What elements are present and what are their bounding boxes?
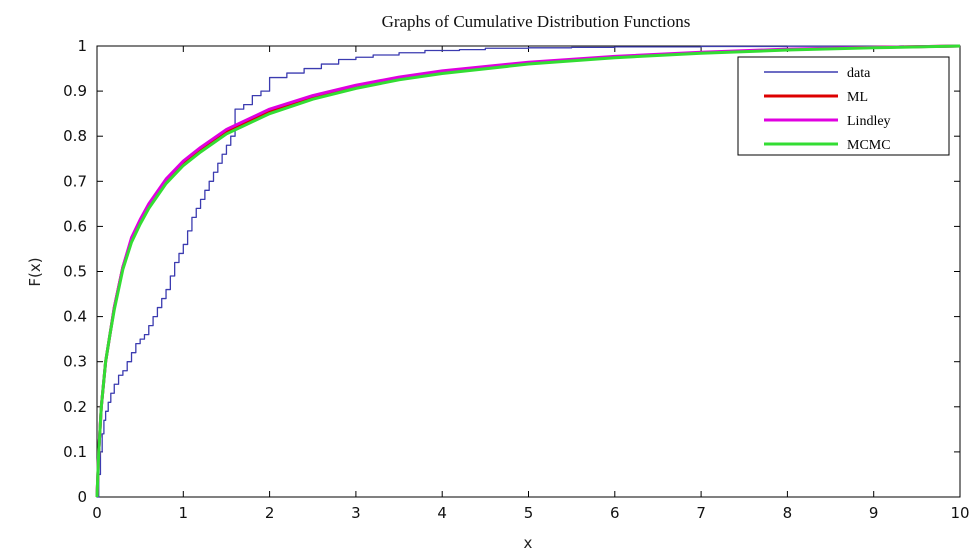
chart-title: Graphs of Cumulative Distribution Functi… bbox=[382, 12, 691, 31]
y-tick-label: 0.7 bbox=[63, 172, 87, 190]
x-tick-label: 8 bbox=[783, 504, 793, 522]
x-tick-label: 10 bbox=[950, 504, 969, 522]
x-tick-label: 5 bbox=[524, 504, 534, 522]
axis-ticks: 0 1 2 3 4 5 6 7 8 9 10 0 0.1 0.2 0.3 0.4 0.5 0.6 0.7 0.8 0.9… bbox=[63, 37, 969, 522]
series-lines bbox=[95, 44, 961, 498]
y-tick-label: 0.5 bbox=[63, 263, 87, 281]
x-tick-label: 9 bbox=[869, 504, 879, 522]
y-tick-label: 0.1 bbox=[63, 443, 87, 461]
legend-label-mcmc: MCMC bbox=[847, 138, 891, 153]
x-axis-label: x bbox=[524, 534, 533, 550]
legend: data ML Lindley MCMC bbox=[737, 56, 950, 156]
x-tick-label: 7 bbox=[696, 504, 706, 522]
x-tick-label: 0 bbox=[92, 504, 102, 522]
series-data-line bbox=[97, 45, 904, 498]
y-tick-label: 0.2 bbox=[63, 398, 87, 416]
x-tick-label: 3 bbox=[351, 504, 361, 522]
x-tick-label: 6 bbox=[610, 504, 620, 522]
y-tick-label: 0.9 bbox=[63, 82, 87, 100]
series-mcmc-line bbox=[95, 44, 961, 498]
y-tick-label: 1 bbox=[77, 37, 87, 55]
y-tick-label: 0.8 bbox=[63, 127, 87, 145]
legend-label-ml: ML bbox=[847, 90, 868, 105]
y-tick-label: 0.3 bbox=[63, 353, 87, 371]
y-tick-label: 0.6 bbox=[63, 217, 87, 235]
y-axis-label: F(x) bbox=[26, 257, 44, 286]
legend-label-lindley: Lindley bbox=[847, 114, 891, 129]
legend-box bbox=[737, 56, 950, 156]
y-tick-label: 0.4 bbox=[63, 308, 87, 326]
legend-label-data: data bbox=[847, 66, 871, 81]
x-tick-label: 1 bbox=[179, 504, 189, 522]
x-tick-label: 4 bbox=[437, 504, 447, 522]
y-tick-label: 0 bbox=[77, 488, 87, 506]
x-tick-label: 2 bbox=[265, 504, 275, 522]
